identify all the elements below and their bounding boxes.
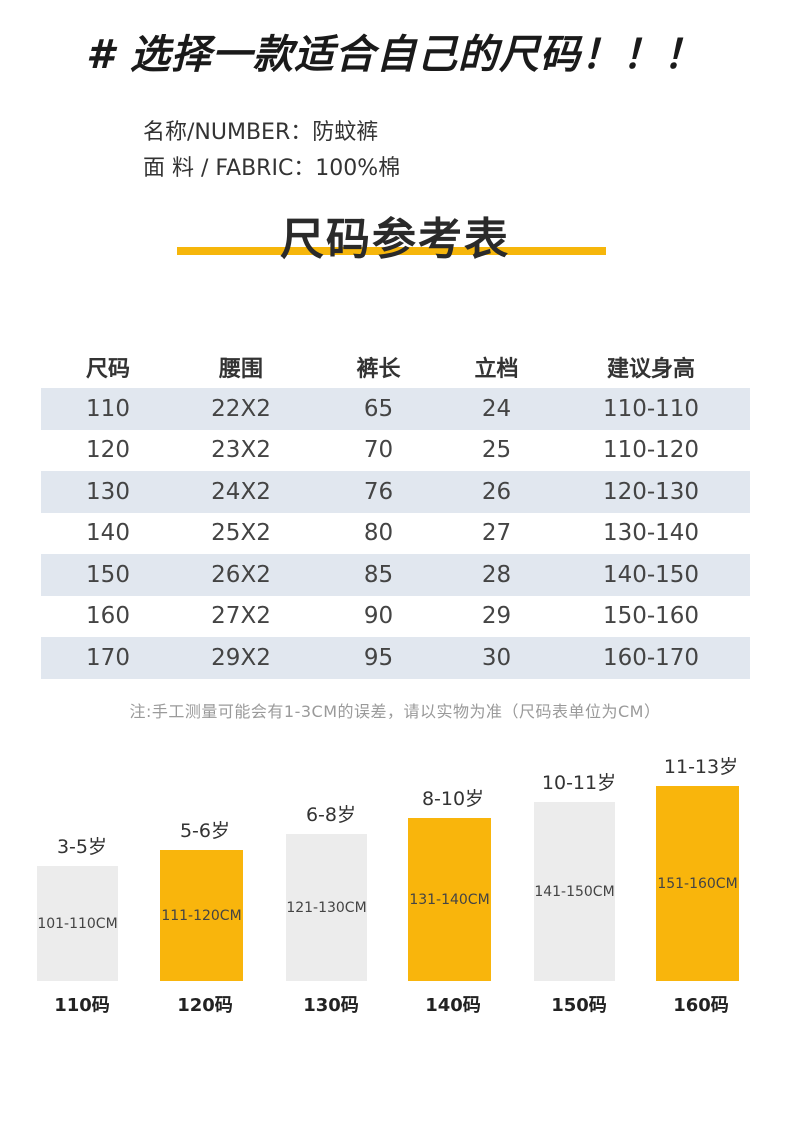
cell-waist: 25X2: [211, 520, 271, 547]
bar-height-label: 141-150CM: [534, 883, 615, 900]
cell-length: 65: [363, 395, 394, 422]
cell-length: 90: [363, 603, 394, 630]
table-header-row: 尺码 腰围 裤长 立档 建议身高: [41, 345, 750, 388]
cell-size: 110: [86, 395, 130, 422]
cell-rise: 27: [481, 520, 512, 547]
table-row: 130 24X2 76 26 120-130: [41, 471, 750, 513]
cell-height: 150-160: [602, 603, 700, 630]
bar: 151-160CM: [656, 786, 739, 981]
cell-waist: 27X2: [211, 603, 271, 630]
cell-height: 110-110: [602, 395, 700, 422]
bar-age-label: 11-13岁: [663, 756, 739, 778]
bar-height-label: 111-120CM: [161, 907, 242, 924]
cell-height: 110-120: [602, 437, 700, 464]
cell-height: 130-140: [602, 520, 700, 547]
cell-length: 70: [363, 437, 394, 464]
height-bar-chart: 3-5岁 101-110CM 110码 5-6岁 111-120CM 120码 6-8岁 12…: [0, 740, 790, 1040]
cell-height: 140-150: [602, 561, 700, 588]
bar-age-label: 3-5岁: [56, 836, 108, 858]
table-row: 120 23X2 70 25 110-120: [41, 430, 750, 472]
bar: 101-110CM: [37, 866, 118, 981]
cell-length: 76: [363, 478, 394, 505]
cell-size: 160: [86, 603, 130, 630]
bar-age-label: 8-10岁: [421, 788, 485, 810]
bar-age-label: 5-6岁: [179, 820, 231, 842]
bar-column: 8-10岁 131-140CM 140码: [408, 740, 498, 1040]
bar-size-label: 150码: [551, 995, 607, 1016]
cell-rise: 26: [481, 478, 512, 505]
bar-height-label: 101-110CM: [37, 915, 118, 932]
bar: 131-140CM: [408, 818, 491, 981]
table-row: 110 22X2 65 24 110-110: [41, 388, 750, 430]
cell-size: 130: [86, 478, 130, 505]
bar-size-label: 140码: [425, 995, 481, 1016]
cell-rise: 28: [481, 561, 512, 588]
table-row: 170 29X2 95 30 160-170: [41, 637, 750, 679]
bar-age-label: 6-8岁: [305, 804, 357, 826]
bar-column: 6-8岁 121-130CM 130码: [286, 740, 376, 1040]
product-name-line: 名称/NUMBER：防蚊裤: [143, 120, 379, 145]
cell-size: 140: [86, 520, 130, 547]
bar-height-label: 131-140CM: [409, 891, 490, 908]
bar-height-label: 121-130CM: [286, 899, 367, 916]
cell-length: 80: [363, 520, 394, 547]
bar-size-label: 120码: [177, 995, 233, 1016]
cell-height: 120-130: [602, 478, 700, 505]
bar-height-label: 151-160CM: [657, 875, 738, 892]
cell-waist: 22X2: [211, 395, 271, 422]
bar-size-label: 110码: [54, 995, 110, 1016]
bar: 121-130CM: [286, 834, 367, 981]
measurement-note: 注:手工测量可能会有1-3CM的误差，请以实物为准（尺码表单位为CM）: [129, 702, 661, 721]
table-row: 140 25X2 80 27 130-140: [41, 513, 750, 555]
fabric-line: 面 料 / FABRIC：100%棉: [143, 156, 401, 181]
cell-rise: 24: [481, 395, 512, 422]
header-height: 建议身高: [606, 356, 695, 382]
bar-column: 5-6岁 111-120CM 120码: [160, 740, 250, 1040]
cell-rise: 25: [481, 437, 512, 464]
cell-waist: 23X2: [211, 437, 271, 464]
bar-column: 11-13岁 151-160CM 160码: [656, 740, 746, 1040]
headline: # 选择一款适合自己的尺码！！！: [86, 32, 704, 78]
table-row: 160 27X2 90 29 150-160: [41, 596, 750, 638]
header-size: 尺码: [85, 356, 130, 382]
cell-length: 85: [363, 561, 394, 588]
cell-waist: 29X2: [211, 644, 271, 671]
header-waist: 腰围: [218, 356, 263, 382]
bar: 111-120CM: [160, 850, 243, 981]
cell-size: 150: [86, 561, 130, 588]
bar-size-label: 130码: [303, 995, 359, 1016]
header-rise: 立档: [474, 356, 519, 382]
cell-waist: 26X2: [211, 561, 271, 588]
bar-age-label: 10-11岁: [541, 772, 617, 794]
size-table: 尺码 腰围 裤长 立档 建议身高 110 22X2 65 24 110-110 …: [41, 345, 750, 679]
bar-column: 3-5岁 101-110CM 110码: [37, 740, 127, 1040]
bar-column: 10-11岁 141-150CM 150码: [534, 740, 624, 1040]
section-title: 尺码参考表: [280, 214, 510, 265]
cell-size: 120: [86, 437, 130, 464]
bar: 141-150CM: [534, 802, 615, 981]
cell-rise: 30: [481, 644, 512, 671]
cell-rise: 29: [481, 603, 512, 630]
header-length: 裤长: [356, 356, 401, 382]
bar-size-label: 160码: [673, 995, 729, 1016]
cell-height: 160-170: [602, 644, 700, 671]
section-title-underline: [177, 247, 606, 255]
table-row: 150 26X2 85 28 140-150: [41, 554, 750, 596]
cell-length: 95: [363, 644, 394, 671]
cell-size: 170: [86, 644, 130, 671]
cell-waist: 24X2: [211, 478, 271, 505]
